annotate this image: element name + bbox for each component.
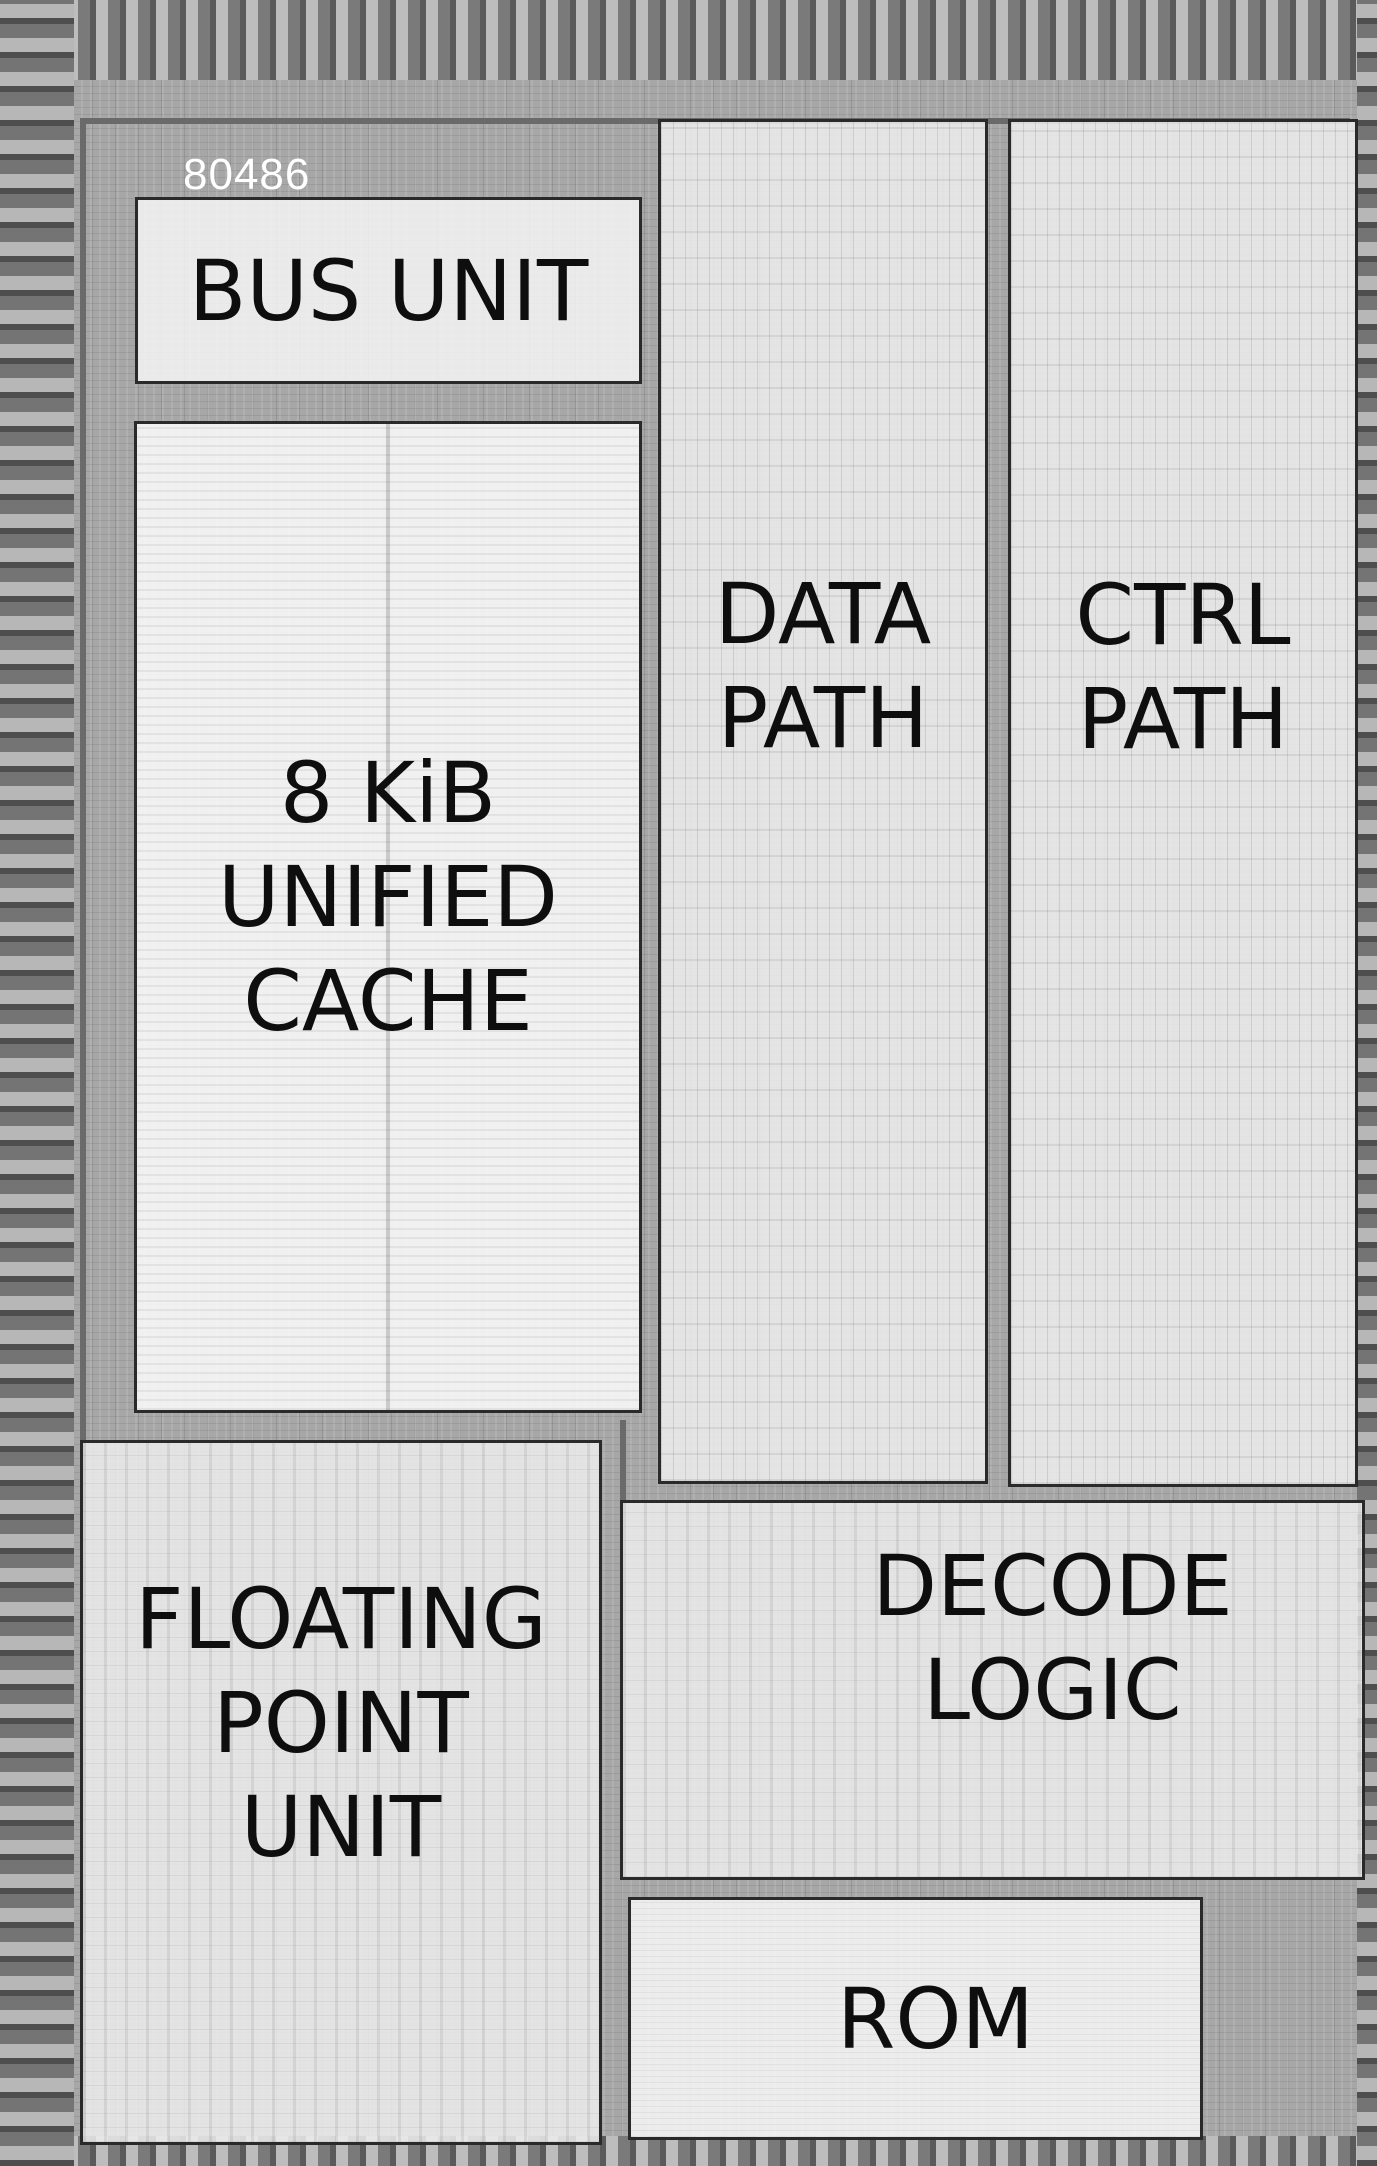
decode-logic-block: DECODE LOGIC: [620, 1500, 1365, 1880]
ctrl-path-block: CTRL PATH: [1008, 119, 1358, 1487]
rom-block: ROM: [628, 1897, 1203, 2140]
fpu-block: FLOATING POINT UNIT: [80, 1440, 602, 2145]
power-rail: [80, 118, 86, 2128]
data-path-label: DATA PATH: [714, 564, 932, 767]
interconnect: [620, 1420, 626, 1500]
cache-label: 8 KiB UNIFIED CACHE: [218, 744, 558, 1051]
cache-block: 8 KiB UNIFIED CACHE: [134, 421, 642, 1413]
rom-label: ROM: [837, 1969, 1034, 2068]
die-id-label: 80486: [183, 150, 311, 199]
bond-pads-top: [0, 0, 1377, 80]
data-path-block: DATA PATH: [658, 119, 988, 1484]
bond-pads-left: [0, 0, 74, 2166]
bus-unit-label: BUS UNIT: [188, 241, 589, 340]
fpu-label: FLOATING POINT UNIT: [135, 1569, 547, 1876]
decode-logic-label: DECODE LOGIC: [872, 1536, 1233, 1739]
ctrl-path-label: CTRL PATH: [1075, 565, 1291, 768]
bus-unit-block: BUS UNIT: [135, 197, 642, 384]
